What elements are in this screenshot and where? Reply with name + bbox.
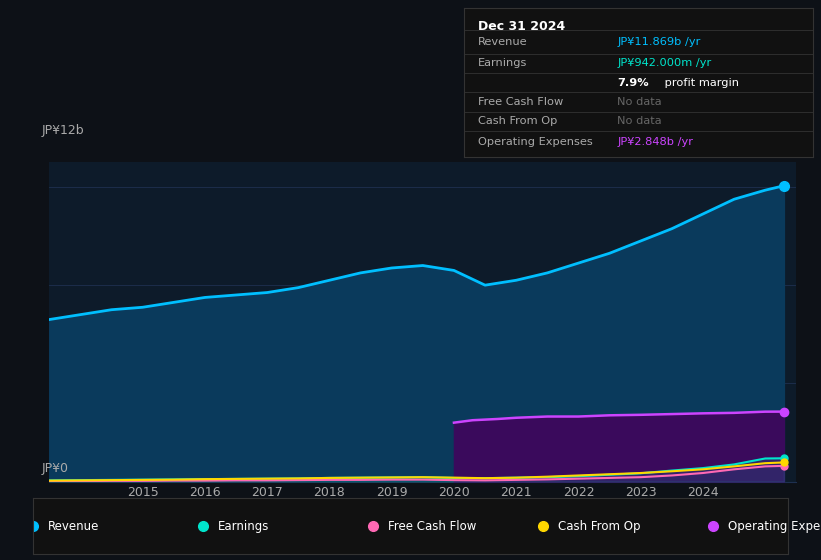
Text: JP¥942.000m /yr: JP¥942.000m /yr <box>617 58 712 68</box>
Text: No data: No data <box>617 97 662 107</box>
Text: Revenue: Revenue <box>48 520 99 533</box>
Text: Dec 31 2024: Dec 31 2024 <box>478 20 565 33</box>
Text: Earnings: Earnings <box>218 520 269 533</box>
Text: Free Cash Flow: Free Cash Flow <box>478 97 563 107</box>
Text: Free Cash Flow: Free Cash Flow <box>388 520 476 533</box>
Text: JP¥0: JP¥0 <box>42 462 69 475</box>
Text: profit margin: profit margin <box>661 78 739 87</box>
Text: Operating Expenses: Operating Expenses <box>478 137 593 147</box>
Text: JP¥2.848b /yr: JP¥2.848b /yr <box>617 137 694 147</box>
Text: Cash From Op: Cash From Op <box>557 520 640 533</box>
Text: Earnings: Earnings <box>478 58 527 68</box>
Text: No data: No data <box>617 116 662 126</box>
Text: 7.9%: 7.9% <box>617 78 649 87</box>
Text: Revenue: Revenue <box>478 37 527 47</box>
Text: Operating Expenses: Operating Expenses <box>727 520 821 533</box>
Text: JP¥12b: JP¥12b <box>42 124 85 137</box>
Text: Cash From Op: Cash From Op <box>478 116 557 126</box>
Text: JP¥11.869b /yr: JP¥11.869b /yr <box>617 37 701 47</box>
